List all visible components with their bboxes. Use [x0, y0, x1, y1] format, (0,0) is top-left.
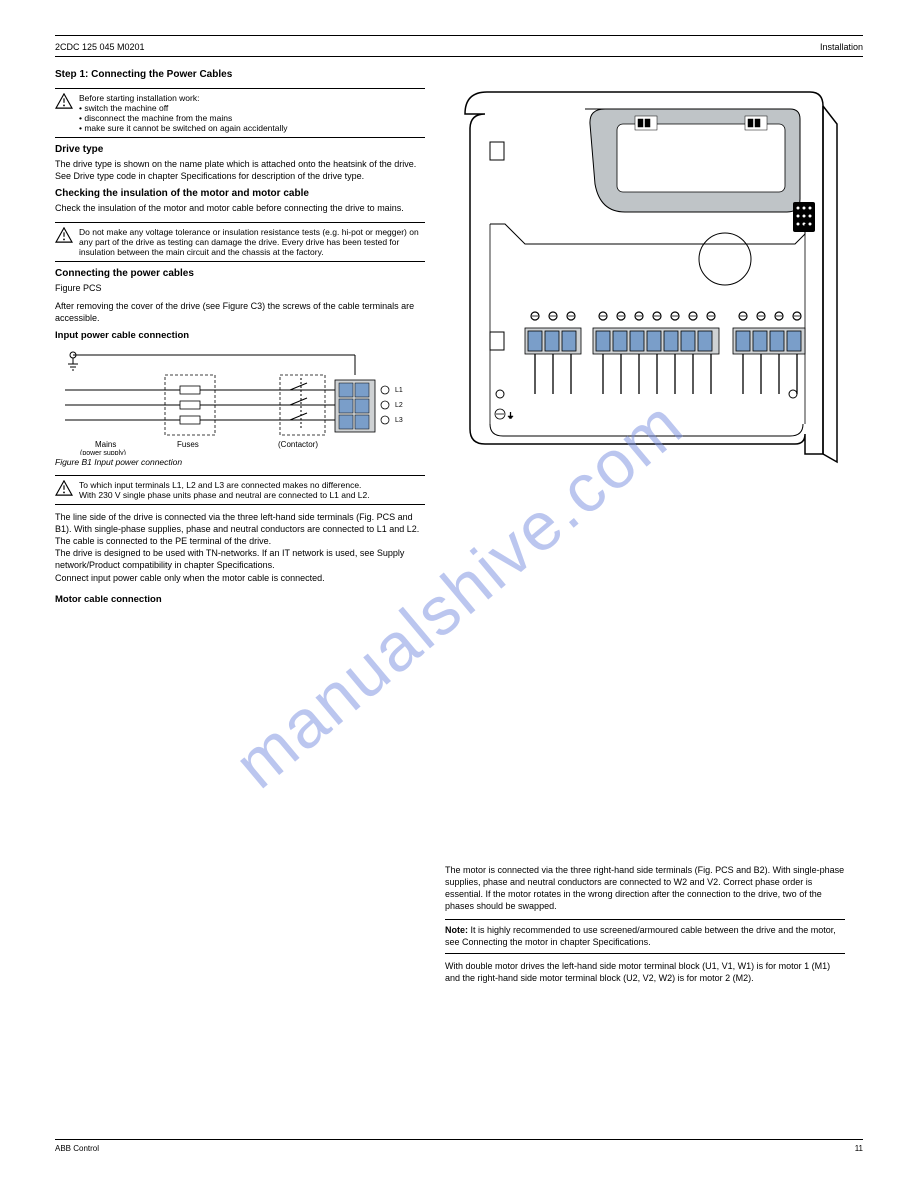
rule: [445, 919, 845, 920]
footer-right: 11: [855, 1144, 863, 1153]
svg-text:L3: L3: [395, 417, 403, 424]
warning-2-text: Do not make any voltage tolerance or ins…: [79, 227, 425, 257]
rule: [55, 222, 425, 223]
fig-pcs-label: Figure PCS: [55, 282, 425, 294]
page-footer: ABB Control 11: [55, 1139, 863, 1153]
connect-heading: Connecting the power cables: [55, 268, 425, 279]
header-left: 2CDC 125 045 M0201: [55, 42, 145, 52]
rule: [445, 953, 845, 954]
svg-text:L1: L1: [395, 387, 403, 394]
warning-icon: [55, 480, 73, 496]
page-header: 2CDC 125 045 M0201 Installation: [55, 42, 863, 52]
right-note: Note: It is highly recommended to use sc…: [445, 924, 845, 948]
header-rule: [55, 56, 863, 57]
svg-text:(power supply): (power supply): [80, 450, 126, 455]
rule: [55, 137, 425, 138]
right-text-1: The motor is connected via the three rig…: [445, 864, 845, 913]
left-column: Before starting installation work: • swi…: [55, 84, 425, 608]
rule: [55, 475, 425, 476]
svg-text:L2: L2: [395, 402, 403, 409]
warning-icon: [55, 227, 73, 243]
warning-3-text: To which input terminals L1, L2 and L3 a…: [79, 480, 425, 500]
header-right: Installation: [820, 42, 863, 52]
fig-b1-label: Figure B1 Input power connection: [55, 457, 425, 467]
svg-text:⏚: ⏚: [507, 412, 514, 420]
svg-text:Mains: Mains: [95, 440, 116, 449]
right-text-2: With double motor drives the left-hand s…: [445, 960, 845, 984]
input-connection-diagram: Mains (power supply) Fuses (Contactor) L…: [55, 345, 405, 455]
check-heading: Checking the insulation of the motor and…: [55, 188, 425, 199]
svg-text:(Contactor): (Contactor): [278, 440, 318, 449]
note-text: It is highly recommended to use screened…: [445, 925, 836, 947]
rule: [55, 88, 425, 89]
drivetype-text: The drive type is shown on the name plat…: [55, 158, 425, 182]
check-text: Check the insulation of the motor and mo…: [55, 202, 425, 214]
page-top-rule: [55, 35, 863, 36]
product-illustration: ⏚: [445, 84, 845, 464]
rule: [55, 261, 425, 262]
input-body-text: The line side of the drive is connected …: [55, 511, 425, 584]
footer-left: ABB Control: [55, 1144, 99, 1153]
input-heading: Input power cable connection: [55, 330, 425, 341]
after-cover-text: After removing the cover of the drive (s…: [55, 300, 425, 324]
motor-heading: Motor cable connection: [55, 594, 425, 605]
warning-1-text: Before starting installation work: • swi…: [79, 93, 425, 133]
warning-icon: [55, 93, 73, 109]
rule: [55, 504, 425, 505]
note-label: Note:: [445, 925, 468, 935]
warning-2: Do not make any voltage tolerance or ins…: [55, 227, 425, 257]
drivetype-heading: Drive type: [55, 144, 425, 155]
warning-1: Before starting installation work: • swi…: [55, 93, 425, 133]
right-column: ⏚ The motor is connected via the three r…: [445, 84, 845, 989]
warning-3: To which input terminals L1, L2 and L3 a…: [55, 480, 425, 500]
two-column-layout: Before starting installation work: • swi…: [55, 84, 863, 989]
svg-text:Fuses: Fuses: [177, 440, 199, 449]
step-heading: Step 1: Connecting the Power Cables: [55, 69, 863, 80]
